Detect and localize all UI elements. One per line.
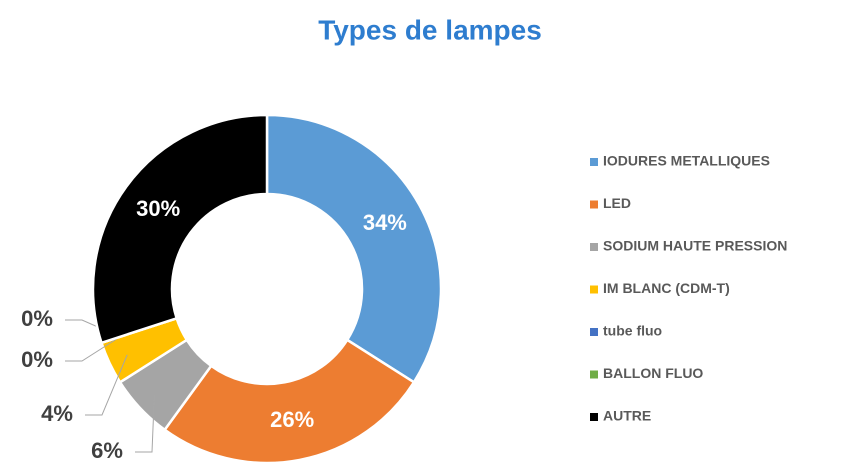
donut-slice (162, 338, 416, 465)
legend-label: LED (603, 195, 631, 211)
leader-line (85, 354, 128, 416)
legend-label: BALLON FLUO (603, 365, 703, 381)
legend-label: SODIUM HAUTE PRESSION (603, 238, 787, 254)
data-label: 6% (91, 438, 123, 463)
legend-swatch (590, 158, 598, 166)
legend-swatch (590, 370, 598, 379)
legend-label: AUTRE (603, 408, 651, 424)
legend-label: IODURES METALLIQUES (603, 153, 770, 169)
legend-swatch (590, 200, 598, 209)
donut-slice (265, 113, 443, 384)
data-label: 26% (270, 407, 314, 432)
legend-label: tube fluo (603, 323, 662, 339)
data-label: 30% (136, 196, 180, 221)
data-label: 0% (21, 347, 53, 372)
leader-line (135, 394, 155, 453)
legend-swatch (590, 413, 598, 421)
chart-title: Types de lampes (318, 14, 542, 45)
donut-slice (91, 113, 269, 345)
legend-swatch (590, 285, 598, 294)
legend-swatch (590, 243, 598, 251)
data-label: 34% (363, 210, 407, 235)
leader-line (65, 336, 121, 362)
legend-swatch (590, 328, 598, 336)
legend-label: IM BLANC (CDM-T) (603, 280, 730, 296)
data-label: 0% (21, 306, 53, 331)
data-label: 4% (41, 401, 73, 426)
